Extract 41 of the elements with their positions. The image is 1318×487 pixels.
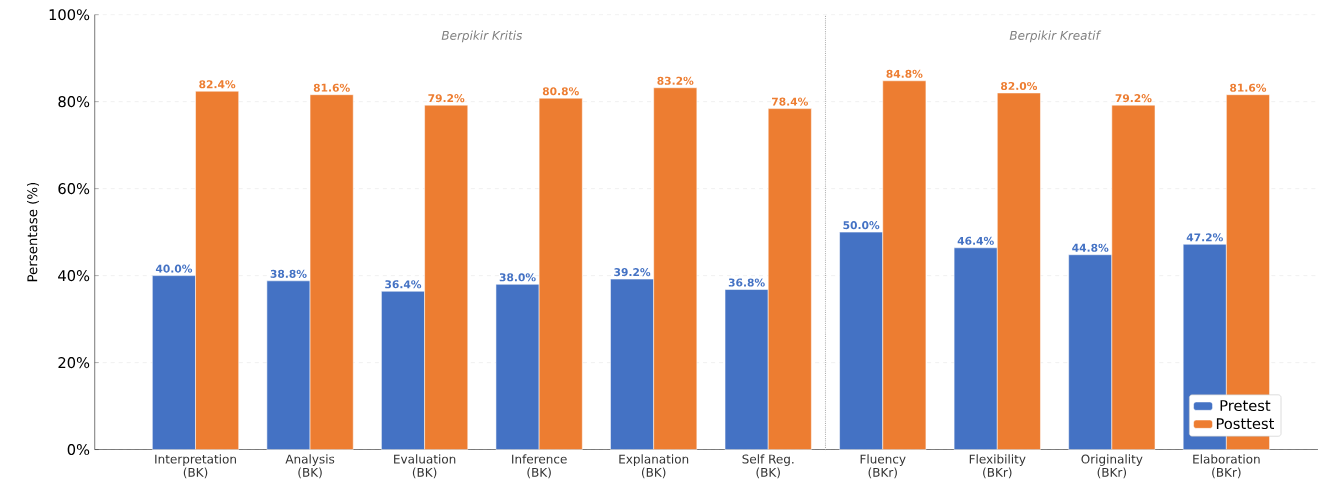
data-label: 44.8% xyxy=(1072,243,1109,252)
x-tick-label: Elaboration (BKr) xyxy=(1193,454,1260,479)
x-tick-label: Flexibility (BKr) xyxy=(969,454,1026,479)
data-label: 36.8% xyxy=(728,278,765,287)
data-label: 39.2% xyxy=(614,268,651,277)
data-label: 79.2% xyxy=(428,94,465,103)
data-label: 50.0% xyxy=(843,221,880,230)
data-label: 47.2% xyxy=(1186,233,1223,242)
x-tick-label: Analysis (BK) xyxy=(285,454,335,479)
x-tick-label: Interpretation (BK) xyxy=(155,454,236,479)
data-label: 80.8% xyxy=(542,87,579,96)
y-tick-label: 40% xyxy=(58,270,90,282)
data-label: 38.8% xyxy=(270,269,307,278)
data-label: 40.0% xyxy=(155,264,193,273)
x-tick-label: Evaluation (BK) xyxy=(394,454,456,479)
x-tick-label: Explanation (BK) xyxy=(619,454,689,479)
data-label: 81.6% xyxy=(313,83,350,92)
x-tick-label: Fluency (BKr) xyxy=(860,454,906,479)
legend-label: Pretest xyxy=(1220,400,1271,412)
data-label: 78.4% xyxy=(772,97,808,106)
x-tick-label: Self Reg. (BK) xyxy=(742,454,794,479)
y-axis-title: Persentase (%) xyxy=(27,182,39,282)
x-tick-label: Originality (BKr) xyxy=(1081,454,1143,479)
data-label: 46.4% xyxy=(957,236,994,245)
y-tick-label: 80% xyxy=(58,96,90,108)
legend-label: Posttest xyxy=(1216,418,1275,430)
data-label: 84.8% xyxy=(886,69,923,78)
data-label: 82.0% xyxy=(1001,81,1038,91)
data-label: 36.4% xyxy=(385,280,422,289)
y-tick-label: 20% xyxy=(58,357,90,369)
annotation: Berpikir Kreatif xyxy=(1009,30,1102,43)
data-label: 83.2% xyxy=(657,76,694,85)
data-label: 81.6% xyxy=(1230,83,1267,92)
data-label: 79.2% xyxy=(1115,94,1152,103)
annotation: Berpikir Kritis xyxy=(441,30,523,43)
data-label: 82.4% xyxy=(199,80,236,89)
y-tick-label: 100% xyxy=(49,9,90,21)
data-label: 38.0% xyxy=(499,273,536,282)
y-tick-label: 60% xyxy=(58,183,90,195)
x-tick-label: Inference (BK) xyxy=(512,454,567,479)
y-tick-label: 0% xyxy=(67,444,90,456)
